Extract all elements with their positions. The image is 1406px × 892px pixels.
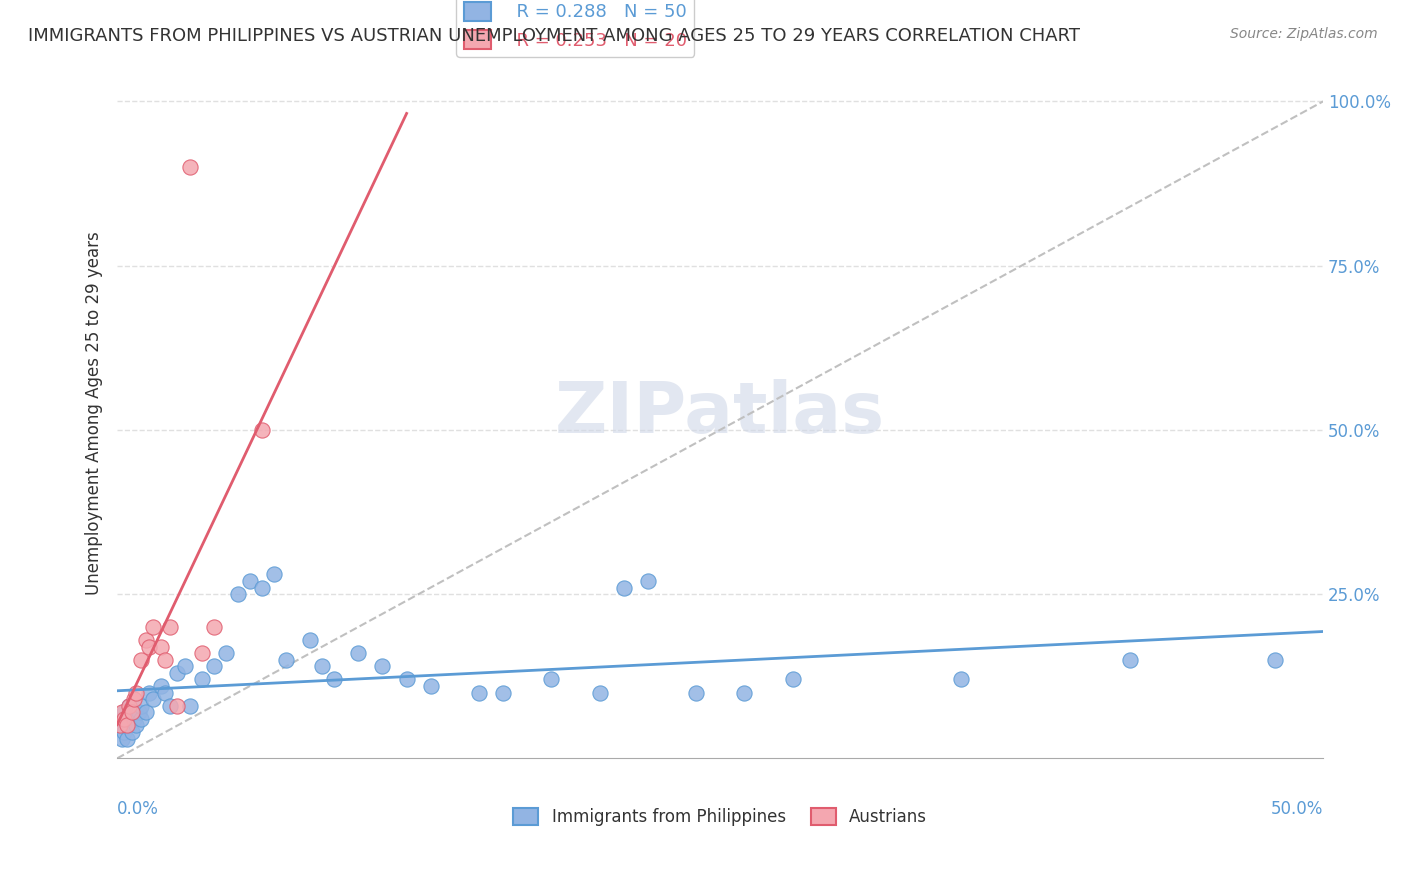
Point: [122, 712, 145, 726]
Point: [202, 620, 225, 634]
Point: [149, 640, 172, 654]
Point: [1264, 653, 1286, 667]
Text: 0.0%: 0.0%: [117, 800, 159, 818]
Point: [121, 725, 143, 739]
Point: [226, 587, 249, 601]
Point: [1119, 653, 1142, 667]
Point: [138, 685, 160, 699]
Y-axis label: Unemployment Among Ages 25 to 29 years: Unemployment Among Ages 25 to 29 years: [86, 232, 103, 595]
Point: [492, 685, 515, 699]
Point: [159, 620, 181, 634]
Point: [155, 685, 177, 699]
Text: Source: ZipAtlas.com: Source: ZipAtlas.com: [1230, 27, 1378, 41]
Point: [166, 698, 188, 713]
Point: [118, 698, 141, 713]
Point: [112, 706, 135, 720]
Point: [173, 659, 195, 673]
Point: [323, 673, 346, 687]
Point: [250, 423, 273, 437]
Point: [135, 706, 157, 720]
Point: [613, 581, 636, 595]
Point: [588, 685, 610, 699]
Point: [142, 692, 165, 706]
Point: [115, 718, 138, 732]
Point: [159, 698, 181, 713]
Point: [155, 653, 177, 667]
Point: [733, 685, 755, 699]
Point: [131, 712, 153, 726]
Point: [950, 673, 973, 687]
Point: [112, 712, 135, 726]
Point: [131, 698, 153, 713]
Point: [395, 673, 418, 687]
Point: [125, 685, 148, 699]
Point: [190, 646, 212, 660]
Point: [419, 679, 441, 693]
Point: [121, 706, 143, 720]
Point: [371, 659, 394, 673]
Text: 50.0%: 50.0%: [1271, 800, 1323, 818]
Point: [142, 620, 165, 634]
Point: [179, 160, 201, 174]
Point: [111, 706, 134, 720]
Point: [108, 718, 131, 732]
Point: [637, 574, 659, 588]
Point: [115, 731, 138, 746]
Point: [166, 665, 188, 680]
Text: IMMIGRANTS FROM PHILIPPINES VS AUSTRIAN UNEMPLOYMENT AMONG AGES 25 TO 29 YEARS C: IMMIGRANTS FROM PHILIPPINES VS AUSTRIAN …: [28, 27, 1080, 45]
Point: [111, 731, 134, 746]
Legend: Immigrants from Philippines, Austrians: Immigrants from Philippines, Austrians: [506, 801, 934, 833]
Point: [118, 698, 141, 713]
Point: [215, 646, 238, 660]
Point: [685, 685, 707, 699]
Point: [347, 646, 370, 660]
Point: [128, 706, 150, 720]
Point: [299, 633, 322, 648]
Point: [311, 659, 333, 673]
Point: [540, 673, 562, 687]
Point: [122, 692, 145, 706]
Point: [138, 640, 160, 654]
Point: [118, 718, 141, 732]
Point: [125, 718, 148, 732]
Point: [108, 718, 131, 732]
Point: [250, 581, 273, 595]
Point: [149, 679, 172, 693]
Point: [782, 673, 804, 687]
Point: [111, 712, 134, 726]
Point: [179, 698, 201, 713]
Point: [112, 725, 135, 739]
Point: [190, 673, 212, 687]
Point: [468, 685, 491, 699]
Text: ZIPatlas: ZIPatlas: [555, 379, 886, 448]
Point: [274, 653, 297, 667]
Point: [202, 659, 225, 673]
Point: [239, 574, 262, 588]
Point: [135, 633, 157, 648]
Point: [131, 653, 153, 667]
Point: [263, 567, 285, 582]
